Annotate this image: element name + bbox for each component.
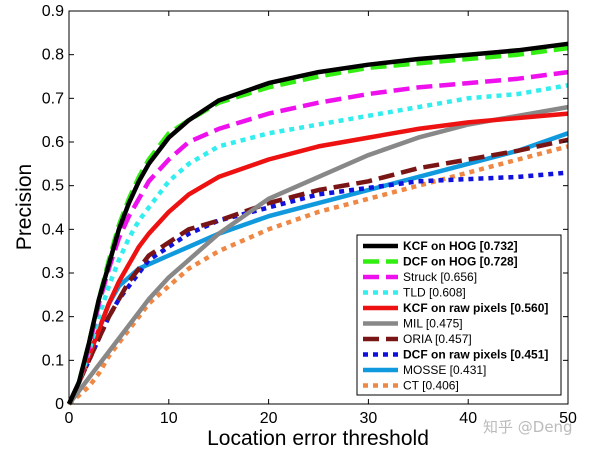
series-line-4 xyxy=(66,111,569,405)
legend-label-2: Struck [0.656] xyxy=(403,270,477,284)
x-tick-label: 20 xyxy=(260,410,278,427)
series-line-5 xyxy=(67,104,569,406)
x-tick-label: 50 xyxy=(559,410,577,427)
plot-frame xyxy=(68,10,569,405)
y-tick-label: 0.6 xyxy=(42,134,64,151)
series-line-9 xyxy=(67,144,569,406)
series-line-1 xyxy=(66,45,569,405)
x-tick-label: 30 xyxy=(360,410,378,427)
watermark: 知乎 @Deng xyxy=(483,418,573,436)
y-tick-label: 0.4 xyxy=(42,221,64,238)
legend: KCF on HOG [0.732] DCF on HOG [0.728]Stru… xyxy=(356,234,562,396)
y-tick-label: 0.9 xyxy=(42,3,64,20)
y-tick-label: 0 xyxy=(55,396,64,413)
tick-layer: 0 10 20 30 40 50 0 0.1 0.2 0.3 0.4 0.5 0.6 0.7 0.8 0.9 xyxy=(42,3,577,427)
x-axis-label: Location error threshold xyxy=(207,427,429,450)
y-axis-label: Precision xyxy=(13,164,36,250)
legend-label-8: MOSSE [0.431] xyxy=(403,363,486,377)
legend-label-0: KCF on HOG [0.732] xyxy=(403,239,518,253)
y-tick-label: 0.7 xyxy=(42,90,64,107)
x-tick-label: 0 xyxy=(65,410,74,427)
series-layer xyxy=(66,41,569,406)
series-line-3 xyxy=(66,82,569,405)
y-tick-label: 0.3 xyxy=(42,265,64,282)
legend-label-4: KCF on raw pixels [0.560] xyxy=(403,301,548,315)
legend-label-7: DCF on raw pixels [0.451] xyxy=(403,348,548,362)
legend-label-6: ORIA [0.457] xyxy=(403,332,472,346)
series-line-0 xyxy=(66,41,569,405)
legend-label-5: MIL [0.475] xyxy=(403,317,463,331)
legend-label-1: DCF on HOG [0.728] xyxy=(403,255,518,269)
series-line-6 xyxy=(66,137,569,405)
x-tick-label: 10 xyxy=(160,410,178,427)
y-tick-label: 0.5 xyxy=(42,178,64,195)
y-tick-label: 0.8 xyxy=(42,47,64,64)
y-tick-label: 0.2 xyxy=(42,309,64,326)
x-tick-label: 40 xyxy=(459,410,477,427)
legend-label-9: CT [0.406] xyxy=(403,379,459,393)
y-tick-label: 0.1 xyxy=(42,352,64,369)
legend-label-3: TLD [0.608] xyxy=(403,286,466,300)
